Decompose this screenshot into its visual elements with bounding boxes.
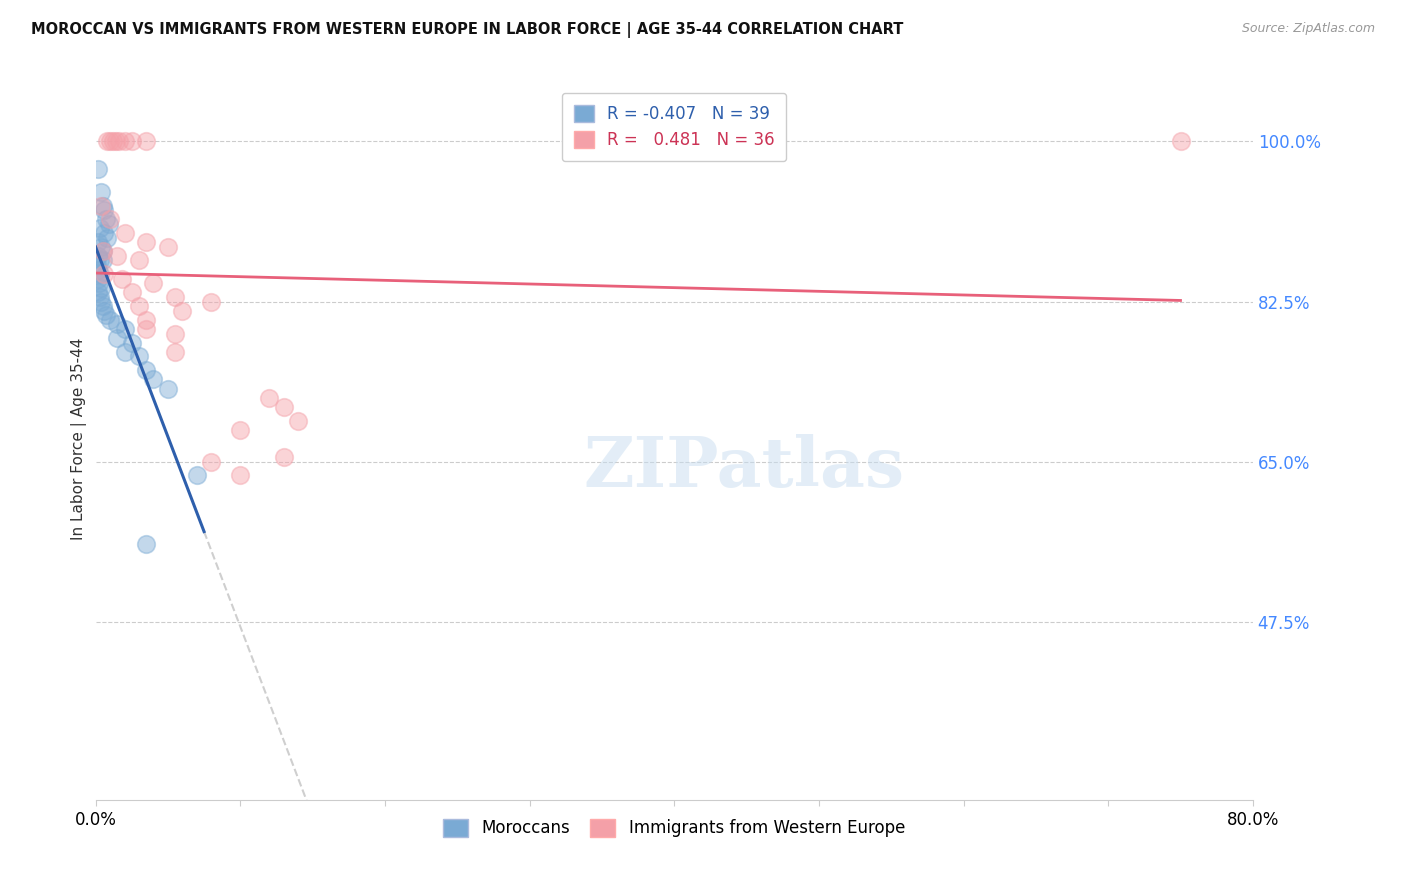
Point xyxy=(90,281,112,295)
Point xyxy=(156,240,179,254)
Point xyxy=(273,450,295,464)
Point xyxy=(87,285,110,300)
Point xyxy=(142,372,165,386)
Point xyxy=(121,135,143,149)
Point xyxy=(89,253,111,268)
Point xyxy=(156,382,179,396)
Point xyxy=(93,267,115,281)
Point xyxy=(114,135,136,149)
Point xyxy=(98,135,121,149)
Point xyxy=(114,345,136,359)
Point xyxy=(105,331,128,345)
Point xyxy=(165,345,187,359)
Legend: Moroccans, Immigrants from Western Europe: Moroccans, Immigrants from Western Europ… xyxy=(437,812,911,844)
Point xyxy=(91,299,114,313)
Point xyxy=(165,290,187,304)
Point xyxy=(229,468,252,483)
Text: Source: ZipAtlas.com: Source: ZipAtlas.com xyxy=(1241,22,1375,36)
Point xyxy=(172,303,194,318)
Point xyxy=(89,221,111,235)
Point xyxy=(135,322,157,336)
Point xyxy=(96,230,118,244)
Point xyxy=(287,413,309,427)
Point xyxy=(121,285,143,300)
Point xyxy=(104,135,127,149)
Point xyxy=(97,217,120,231)
Point xyxy=(96,135,118,149)
Point xyxy=(121,335,143,350)
Point xyxy=(107,135,129,149)
Point xyxy=(114,226,136,240)
Point xyxy=(94,308,117,322)
Point xyxy=(91,253,114,268)
Text: ZIPatlas: ZIPatlas xyxy=(583,434,904,501)
Point xyxy=(93,203,115,218)
Point xyxy=(93,226,115,240)
Point xyxy=(186,468,208,483)
Point xyxy=(89,267,111,281)
Point xyxy=(273,400,295,414)
Point xyxy=(128,299,150,313)
Point xyxy=(105,318,128,332)
Point xyxy=(98,313,121,327)
Point xyxy=(89,290,111,304)
Point xyxy=(135,537,157,551)
Point xyxy=(229,423,252,437)
Point xyxy=(87,262,110,277)
Point xyxy=(94,212,117,227)
Point xyxy=(87,249,110,263)
Point xyxy=(1170,135,1192,149)
Point xyxy=(98,212,121,227)
Point xyxy=(93,303,115,318)
Point xyxy=(87,271,110,285)
Point xyxy=(114,322,136,336)
Point xyxy=(90,185,112,199)
Point xyxy=(142,277,165,291)
Point xyxy=(135,235,157,249)
Point xyxy=(90,240,112,254)
Point xyxy=(105,249,128,263)
Point xyxy=(110,271,132,285)
Point xyxy=(135,135,157,149)
Point xyxy=(91,244,114,259)
Point xyxy=(86,258,108,272)
Point xyxy=(91,198,114,212)
Point xyxy=(90,294,112,309)
Point xyxy=(90,198,112,212)
Point xyxy=(101,135,124,149)
Point xyxy=(91,244,114,259)
Y-axis label: In Labor Force | Age 35-44: In Labor Force | Age 35-44 xyxy=(72,338,87,540)
Point xyxy=(128,253,150,268)
Point xyxy=(87,161,110,176)
Text: MOROCCAN VS IMMIGRANTS FROM WESTERN EUROPE IN LABOR FORCE | AGE 35-44 CORRELATIO: MOROCCAN VS IMMIGRANTS FROM WESTERN EURO… xyxy=(31,22,903,38)
Point xyxy=(128,350,150,364)
Point xyxy=(87,235,110,249)
Point xyxy=(135,313,157,327)
Point xyxy=(89,277,111,291)
Point xyxy=(200,294,222,309)
Point xyxy=(135,363,157,377)
Point xyxy=(257,391,280,405)
Point xyxy=(165,326,187,341)
Point xyxy=(200,455,222,469)
